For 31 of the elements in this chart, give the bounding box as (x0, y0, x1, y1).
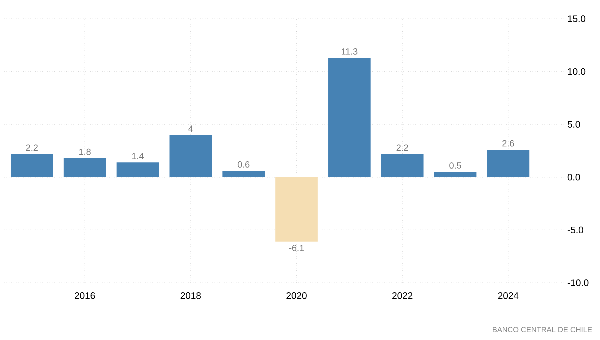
y-tick-label: -5.0 (568, 226, 584, 234)
data-label: 11.3 (342, 48, 358, 55)
bar (487, 150, 530, 178)
y-tick-label: 10.0 (568, 68, 586, 76)
y-tick-label: -10.0 (568, 280, 589, 286)
x-tick-label: 2016 (75, 292, 96, 300)
x-tick-label: 2020 (286, 292, 307, 300)
bar (64, 158, 106, 178)
data-label: 1.8 (80, 148, 91, 156)
data-label: -6.1 (289, 245, 304, 252)
x-tick-label: 2024 (498, 292, 519, 300)
data-label: 2.2 (396, 144, 408, 151)
data-label: 2.6 (502, 140, 514, 147)
bar (381, 154, 424, 178)
bar (328, 58, 371, 178)
data-label: 4 (188, 126, 194, 132)
data-label: 0.5 (450, 162, 462, 169)
bar (116, 162, 160, 178)
x-tick-label: 2022 (392, 292, 413, 300)
data-label: 1.4 (132, 153, 144, 160)
bar (170, 135, 212, 178)
data-label: 0.6 (238, 162, 250, 168)
y-tick-label: 0.0 (568, 174, 580, 181)
x-tick-label: 2018 (180, 292, 202, 300)
bar (10, 154, 54, 178)
data-label: 2.2 (26, 144, 38, 151)
bar (222, 171, 266, 178)
bar (434, 172, 477, 178)
y-tick-label: 15.0 (568, 16, 586, 22)
y-tick-label: 5.0 (568, 121, 580, 128)
bar (276, 177, 318, 242)
